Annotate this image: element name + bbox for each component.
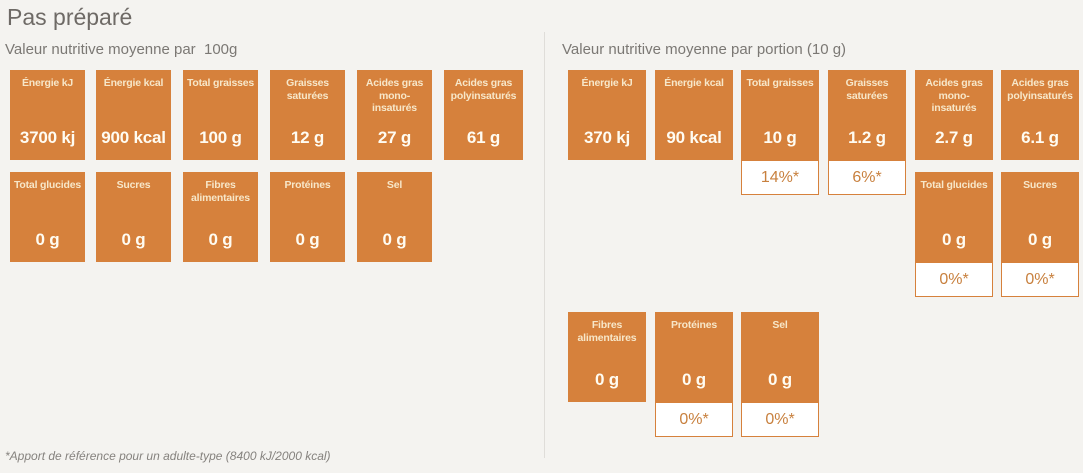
nutrient-value: 0 g (35, 230, 60, 249)
nutrient-tile: Graisses saturées 1.2 g (828, 70, 906, 160)
nutrient-label: Total glucides (920, 179, 988, 191)
tile-energie-kcal-portion: Énergie kcal 90 kcal (655, 70, 733, 160)
nutrient-value: 0 g (768, 370, 792, 389)
tile-fibres-100g: Fibres alimentaires 0 g (183, 172, 258, 262)
tile-total-graisses-portion: Total graisses 10 g 14%* (741, 70, 819, 195)
daily-value-percent: 0%* (741, 402, 819, 437)
nutrient-value: 61 g (466, 128, 501, 147)
nutrient-value: 10 g (763, 128, 797, 147)
nutrient-value: 0 g (382, 230, 407, 249)
nutrient-label: Protéines (670, 319, 718, 331)
nutrient-label: Énergie kJ (21, 77, 74, 89)
nutrient-label: Graisses saturées (286, 77, 329, 102)
tile-energie-kj-portion: Énergie kJ 370 kj (568, 70, 646, 160)
nutrient-value: 900 kcal (101, 128, 166, 147)
nutrient-label: Fibres alimentaires (577, 319, 637, 344)
nutrient-value: 0 g (1028, 230, 1052, 249)
nutrient-value: 0 g (208, 230, 233, 249)
section-divider (544, 32, 545, 458)
nutrient-value: 0 g (295, 230, 320, 249)
tile-sel-100g: Sel 0 g (357, 172, 432, 262)
daily-value-percent: 0%* (915, 262, 993, 297)
nutrient-label: Acides gras mono- insaturés (925, 77, 983, 114)
tile-acides-gras-poly-100g: Acides gras polyinsaturés 61 g (444, 70, 523, 160)
nutrient-label: Sucres (116, 179, 151, 191)
nutrient-value: 3700 kj (19, 128, 76, 147)
nutrient-tile: Sucres 0 g (1001, 172, 1079, 262)
nutrient-value: 0 g (942, 230, 966, 249)
tile-total-graisses-100g: Total graisses 100 g (183, 70, 258, 160)
nutrient-label: Total graisses (186, 77, 255, 89)
tile-proteines-portion: Protéines 0 g 0%* (655, 312, 733, 437)
tile-sucres-portion: Sucres 0 g 0%* (1001, 172, 1079, 297)
nutrient-label: Total graisses (746, 77, 814, 89)
nutrient-label: Sel (386, 179, 403, 191)
tile-acides-gras-mono-portion: Acides gras mono- insaturés 2.7 g (915, 70, 993, 160)
nutrient-tile: Total graisses 10 g (741, 70, 819, 160)
nutrient-label: Énergie kJ (581, 77, 633, 89)
tile-proteines-100g: Protéines 0 g (270, 172, 345, 262)
nutrient-tile: Sel 0 g (741, 312, 819, 402)
nutrient-value: 100 g (199, 128, 242, 147)
nutrient-label: Sel (772, 319, 788, 331)
tile-total-glucides-portion: Total glucides 0 g 0%* (915, 172, 993, 297)
nutrient-label: Acides gras polyinsaturés (450, 77, 517, 102)
nutrient-label: Acides gras mono- insaturés (365, 77, 424, 114)
nutrient-label: Sucres (1023, 179, 1057, 191)
nutrient-label: Graisses saturées (845, 77, 889, 102)
page-title: Pas préparé (7, 4, 133, 30)
nutrient-tile: Total glucides 0 g (915, 172, 993, 262)
nutrient-tile: Protéines 0 g (655, 312, 733, 402)
nutrient-label: Énergie kcal (103, 77, 164, 89)
tile-graisses-saturees-portion: Graisses saturées 1.2 g 6%* (828, 70, 906, 195)
nutrient-value: 370 kj (583, 128, 631, 147)
nutrient-value: 90 kcal (666, 128, 722, 147)
nutrient-value: 6.1 g (1021, 128, 1059, 147)
daily-value-percent: 0%* (655, 402, 733, 437)
daily-value-percent: 14%* (741, 160, 819, 195)
tile-energie-kcal-100g: Énergie kcal 900 kcal (96, 70, 171, 160)
daily-value-percent: 0%* (1001, 262, 1079, 297)
tile-total-glucides-100g: Total glucides 0 g (10, 172, 85, 262)
tile-acides-gras-mono-100g: Acides gras mono- insaturés 27 g (357, 70, 432, 160)
nutrient-value: 27 g (377, 128, 412, 147)
nutrient-label: Protéines (284, 179, 331, 191)
nutrient-label: Énergie kcal (664, 77, 724, 89)
section-header-per-portion: Valeur nutritive moyenne par portion (10… (562, 41, 847, 58)
nutrient-label: Fibres alimentaires (191, 179, 250, 204)
section-header-per-100g: Valeur nutritive moyenne par 100g (5, 41, 238, 58)
nutrient-value: 1.2 g (848, 128, 886, 147)
nutrient-label: Total glucides (13, 179, 81, 191)
reference-footnote: *Apport de référence pour un adulte-type… (5, 449, 331, 463)
tile-energie-kj-100g: Énergie kJ 3700 kj (10, 70, 85, 160)
nutrient-value: 2.7 g (935, 128, 973, 147)
nutrient-value: 0 g (682, 370, 706, 389)
tile-sucres-100g: Sucres 0 g (96, 172, 171, 262)
nutrient-value: 0 g (595, 370, 619, 389)
nutrient-label: Acides gras polyinsaturés (1007, 77, 1073, 102)
daily-value-percent: 6%* (828, 160, 906, 195)
tile-sel-portion: Sel 0 g 0%* (741, 312, 819, 437)
tile-fibres-portion: Fibres alimentaires 0 g (568, 312, 646, 402)
tile-acides-gras-poly-portion: Acides gras polyinsaturés 6.1 g (1001, 70, 1079, 160)
tile-graisses-saturees-100g: Graisses saturées 12 g (270, 70, 345, 160)
nutrient-value: 12 g (290, 128, 325, 147)
nutrient-value: 0 g (121, 230, 146, 249)
